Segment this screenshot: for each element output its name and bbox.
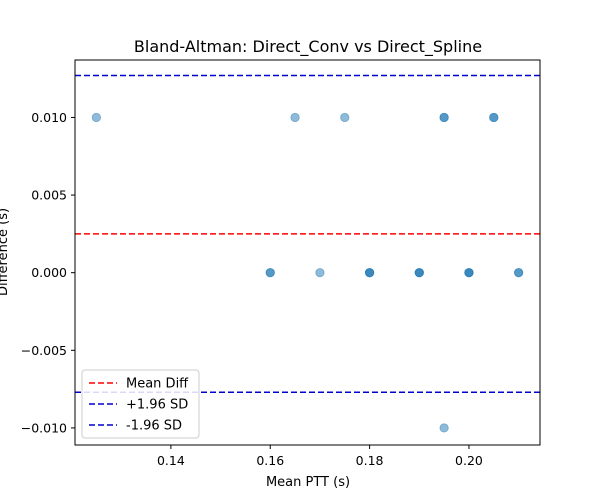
- x-tick-label: 0.18: [356, 453, 384, 468]
- data-point: [514, 268, 524, 278]
- legend-label: Mean Diff: [126, 377, 189, 392]
- y-tick-label: 0.000: [31, 265, 67, 280]
- data-point: [439, 112, 449, 123]
- data-point: [414, 268, 424, 278]
- data-point: [265, 268, 275, 278]
- data-point: [364, 268, 375, 278]
- data-point: [91, 112, 101, 123]
- y-tick-label: −0.010: [21, 420, 67, 435]
- data-point: [340, 112, 350, 123]
- chart-title: Bland-Altman: Direct_Conv vs Direct_Spli…: [134, 37, 482, 57]
- x-axis-label: Mean PTT (s): [266, 475, 350, 490]
- x-tick-label: 0.14: [157, 453, 185, 468]
- x-tick-label: 0.16: [256, 453, 284, 468]
- y-axis-label: Difference (s): [0, 208, 11, 296]
- data-point: [489, 112, 499, 123]
- data-point: [464, 268, 474, 278]
- data-point: [290, 112, 300, 123]
- data-point: [439, 423, 449, 433]
- legend-label: -1.96 SD: [126, 419, 182, 434]
- plot-frame: [74, 59, 541, 446]
- data-point: [315, 268, 325, 278]
- x-axis-ticks: 0.14 0.16 0.18 0.20: [157, 445, 483, 468]
- data-points: [91, 112, 524, 433]
- legend: Mean Diff +1.96 SD -1.96 SD: [81, 369, 200, 439]
- legend-box: [81, 369, 200, 439]
- y-axis-ticks: −0.010 −0.005 0.000 0.005 0.010: [21, 110, 75, 435]
- y-tick-label: 0.010: [31, 110, 67, 125]
- y-tick-label: −0.005: [21, 343, 67, 358]
- legend-label: +1.96 SD: [126, 398, 188, 413]
- y-tick-label: 0.005: [31, 188, 67, 203]
- x-tick-label: 0.20: [455, 453, 483, 468]
